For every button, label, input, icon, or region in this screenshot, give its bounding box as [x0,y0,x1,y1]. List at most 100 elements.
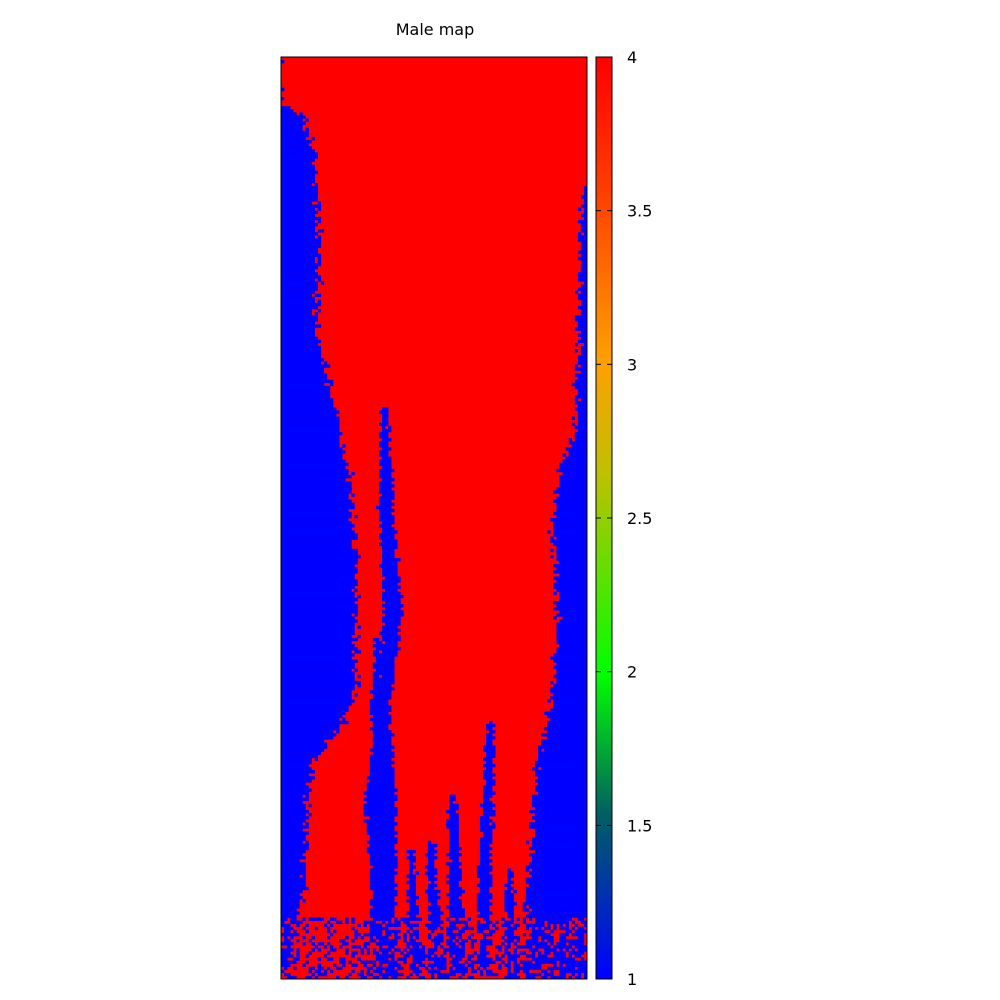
heatmap-cell-run [281,822,303,826]
heatmap-cell-run [403,960,407,964]
heatmap-cell-run [281,262,322,267]
heatmap-cell-run [479,846,493,851]
heatmap-cell-run [534,917,572,921]
heatmap-cell-run [281,407,337,411]
heatmap-cell-run [366,800,395,805]
heatmap-cell-run [525,939,539,943]
heatmap-cell-run [525,886,588,891]
heatmap-cell-run [583,192,588,196]
heatmap-cell-run [281,382,325,387]
heatmap-cell-run [427,963,447,967]
heatmap-cell-run [479,828,493,832]
heatmap-cell-run [369,877,395,881]
heatmap-cell-run [302,874,306,878]
heatmap-cell-run [482,935,487,940]
heatmap-cell-run [284,935,288,940]
heatmap-cell-run [427,908,441,912]
heatmap-cell-run [381,585,401,589]
heatmap-cell-run [351,917,355,921]
heatmap-cell-run [482,757,493,762]
heatmap-cell-run [531,859,588,863]
heatmap-cell-run [281,557,358,562]
heatmap-cell-run [541,935,554,940]
heatmap-cell-run [369,886,395,891]
heatmap-cell-run [281,714,343,719]
heatmap-cell-run [381,604,404,608]
heatmap-cell-run [378,542,398,546]
heatmap-cell-run [281,524,355,528]
heatmap-cell-run [430,911,444,915]
heatmap-cell-run [296,954,300,958]
heatmap-cell-run [534,849,588,854]
heatmap-cell-run [486,751,496,755]
heatmap-cell-run [504,905,514,909]
heatmap-cell-run [403,932,407,937]
heatmap-cell-run [440,954,444,958]
heatmap-cell-run [281,478,346,482]
heatmap-cell-run [369,871,398,875]
heatmap-cell-run [476,905,490,909]
heatmap-cell-run [559,465,588,470]
heatmap-cell-run [534,763,588,768]
heatmap-cell-run [363,813,398,817]
heatmap-cell-run [507,880,514,885]
heatmap-cell-run [479,972,484,977]
heatmap-cell-run [281,785,309,789]
heatmap-cell-run [556,640,588,645]
heatmap-cell-run [534,760,588,765]
heatmap-cell-run [378,514,395,519]
heatmap-cell-run [522,932,527,937]
heatmap-cell-run [281,766,312,771]
colorbar-tick-label: 1.5 [627,816,652,835]
heatmap-cell-run [525,896,588,900]
heatmap-cell-run [311,972,315,977]
heatmap-cell-run [461,945,465,949]
heatmap-cell-run [281,499,352,503]
heatmap-cell-run [501,917,505,921]
heatmap-cell-run [489,730,496,734]
heatmap-cell-run [556,625,588,629]
heatmap-cell-run [550,518,588,522]
heatmap-cell-run [281,668,352,672]
heatmap-cell-run [281,112,297,116]
heatmap-cell-run [366,776,395,780]
heatmap-cell-run [574,431,588,436]
heatmap-cell-run [281,327,315,331]
heatmap-cell-run [528,862,588,866]
heatmap-cell-run [323,923,328,928]
heatmap-cell-run [437,972,456,977]
heatmap-cell-run [281,536,358,540]
heatmap-cell-run [458,942,465,946]
heatmap-cell-run [531,837,588,841]
heatmap-cell-run [412,957,426,961]
heatmap-cell-run [281,272,319,276]
heatmap-cell-run [314,757,319,762]
heatmap-cell-run [455,939,459,943]
heatmap-cell-run [538,791,588,795]
heatmap-cell-run [525,892,588,897]
heatmap-cell-run [476,954,487,958]
heatmap-cell-run [544,726,588,731]
heatmap-cell-run [571,382,588,387]
heatmap-cell-run [351,920,355,924]
heatmap-cell-run [281,404,334,408]
heatmap-cell-run [430,920,444,924]
heatmap-cell-run [430,902,438,906]
heatmap-cell-run [516,939,520,943]
heatmap-cell-run [427,868,438,872]
heatmap-cell-run [366,785,395,789]
colorbar-tick-label: 1 [627,970,637,989]
heatmap-cell-run [326,929,331,934]
heatmap-cell-run [281,551,358,556]
heatmap-cell-run [403,948,407,952]
heatmap-cell-run [381,545,398,550]
heatmap-cell-run [479,819,493,823]
heatmap-cell-run [378,444,389,448]
heatmap-cell-run [354,588,358,593]
heatmap-cell-run [281,253,322,258]
heatmap-cell-run [281,659,358,663]
heatmap-cell-run [553,945,572,949]
heatmap-cell-run [281,373,328,377]
heatmap-cell-run [583,342,588,347]
heatmap-cell-run [528,917,533,921]
